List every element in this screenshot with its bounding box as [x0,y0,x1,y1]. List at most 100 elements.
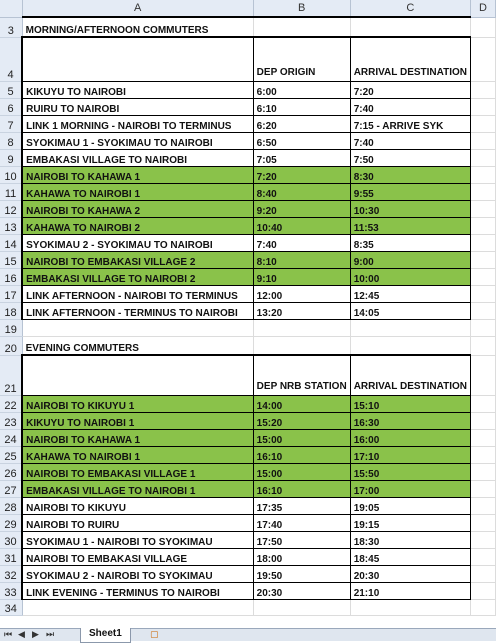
row-header[interactable]: 9 [0,149,23,167]
select-all-corner[interactable] [0,0,23,18]
cell[interactable] [253,16,351,38]
arrival-time-cell[interactable]: 16:00 [350,429,472,447]
arrival-time-cell[interactable]: 18:45 [350,548,472,566]
cell[interactable] [470,446,496,464]
departure-time-cell[interactable]: 12:00 [253,285,351,303]
row-header[interactable]: 21 [0,355,23,396]
row-header[interactable]: 3 [0,17,23,38]
cell[interactable] [470,17,496,38]
row-header[interactable]: 33 [0,582,23,600]
cell[interactable] [470,268,496,286]
arrival-time-cell[interactable]: 16:30 [350,412,472,430]
header-dep-nrb-station[interactable]: DEP NRB STATION [253,354,351,396]
departure-time-cell[interactable]: 9:10 [253,268,351,286]
row-header[interactable]: 13 [0,217,23,235]
arrival-time-cell[interactable]: 11:53 [350,217,472,235]
departure-time-cell[interactable]: 15:20 [253,412,351,430]
arrival-time-cell[interactable]: 7:40 [350,132,472,150]
row-header[interactable]: 23 [0,412,23,430]
row-header[interactable]: 19 [0,319,23,337]
departure-time-cell[interactable]: 16:10 [253,480,351,498]
header-arrival-destination[interactable]: ARRIVAL DESTINATION [350,354,472,396]
departure-time-cell[interactable]: 15:00 [253,463,351,481]
departure-time-cell[interactable]: 14:00 [253,395,351,413]
section-title-morning[interactable]: MORNING/AFTERNOON COMMUTERS [22,16,254,38]
row-header[interactable]: 31 [0,548,23,566]
departure-time-cell[interactable]: 6:00 [253,81,351,99]
route-cell[interactable]: EMBAKASI VILLAGE TO NAIROBI 1 [21,480,254,498]
arrival-time-cell[interactable]: 21:10 [350,582,472,600]
arrival-time-cell[interactable]: 7:40 [350,98,472,116]
header-dep-origin[interactable]: DEP ORIGIN [253,36,351,82]
arrival-time-cell[interactable]: 8:35 [350,234,472,252]
row-header[interactable]: 26 [0,463,23,481]
cell[interactable] [470,37,496,82]
header-route-cell[interactable] [21,36,254,82]
departure-time-cell[interactable]: 20:30 [253,582,351,600]
row-header[interactable]: 5 [0,81,23,99]
departure-time-cell[interactable]: 9:20 [253,200,351,218]
arrival-time-cell[interactable]: 14:05 [350,302,472,320]
cell[interactable] [470,251,496,269]
route-cell[interactable]: SYOKIMAU 1 - NAIROBI TO SYOKIMAU [21,531,254,549]
route-cell[interactable]: RUIRU TO NAIROBI [21,98,254,116]
route-cell[interactable]: NAIROBI TO KAHAWA 1 [21,429,254,447]
row-header[interactable]: 20 [0,336,23,356]
cell[interactable] [350,319,472,337]
cell[interactable] [350,599,472,616]
departure-time-cell[interactable]: 7:40 [253,234,351,252]
route-cell[interactable]: KAHAWA TO NAIROBI 2 [21,217,254,235]
cell[interactable] [470,217,496,235]
arrival-time-cell[interactable]: 9:55 [350,183,472,201]
route-cell[interactable]: LINK AFTERNOON - NAIROBI TO TERMINUS [21,285,254,303]
route-cell[interactable]: LINK EVENING - TERMINUS TO NAIROBI [21,582,254,600]
row-header[interactable]: 29 [0,514,23,532]
departure-time-cell[interactable]: 7:05 [253,149,351,167]
route-cell[interactable]: NAIROBI TO KAHAWA 1 [21,166,254,184]
route-cell[interactable]: KAHAWA TO NAIROBI 1 [21,183,254,201]
cell[interactable] [470,412,496,430]
cell[interactable] [470,115,496,133]
departure-time-cell[interactable]: 15:00 [253,429,351,447]
section-title-evening[interactable]: EVENING COMMUTERS [22,336,254,356]
prev-sheet-icon[interactable]: ◀ [18,629,25,639]
route-cell[interactable]: SYOKIMAU 2 - SYOKIMAU TO NAIROBI [21,234,254,252]
cell[interactable] [350,336,472,356]
route-cell[interactable]: KIKUYU TO NAIROBI [21,81,254,99]
row-header[interactable]: 15 [0,251,23,269]
cell[interactable] [470,166,496,184]
arrival-time-cell[interactable]: 12:45 [350,285,472,303]
row-header[interactable]: 10 [0,166,23,184]
row-header[interactable]: 12 [0,200,23,218]
arrival-time-cell[interactable]: 15:50 [350,463,472,481]
row-header[interactable]: 32 [0,565,23,583]
row-header[interactable]: 17 [0,285,23,303]
cell[interactable] [470,531,496,549]
row-header[interactable]: 24 [0,429,23,447]
sheet-tab-sheet1[interactable]: Sheet1 [80,628,131,643]
cell[interactable] [22,319,254,337]
arrival-time-cell[interactable]: 7:20 [350,81,472,99]
cell[interactable] [350,16,472,38]
route-cell[interactable]: SYOKIMAU 2 - NAIROBI TO SYOKIMAU [21,565,254,583]
row-header[interactable]: 14 [0,234,23,252]
cell[interactable] [470,355,496,396]
cell[interactable] [253,319,351,337]
row-header[interactable]: 34 [0,599,23,616]
cell[interactable] [470,285,496,303]
route-cell[interactable]: NAIROBI TO KIKUYU 1 [21,395,254,413]
route-cell[interactable]: NAIROBI TO KIKUYU [21,497,254,515]
route-cell[interactable]: EMBAKASI VILLAGE TO NAIROBI 2 [21,268,254,286]
row-header[interactable]: 6 [0,98,23,116]
cell[interactable] [470,200,496,218]
route-cell[interactable]: LINK 1 MORNING - NAIROBI TO TERMINUS [21,115,254,133]
route-cell[interactable]: KIKUYU TO NAIROBI 1 [21,412,254,430]
cell[interactable] [470,497,496,515]
departure-time-cell[interactable]: 6:20 [253,115,351,133]
row-header[interactable]: 7 [0,115,23,133]
departure-time-cell[interactable]: 8:40 [253,183,351,201]
next-sheet-icon[interactable]: ▶ [32,629,39,639]
departure-time-cell[interactable]: 13:20 [253,302,351,320]
column-header-b[interactable]: B [253,0,351,18]
row-header[interactable]: 28 [0,497,23,515]
